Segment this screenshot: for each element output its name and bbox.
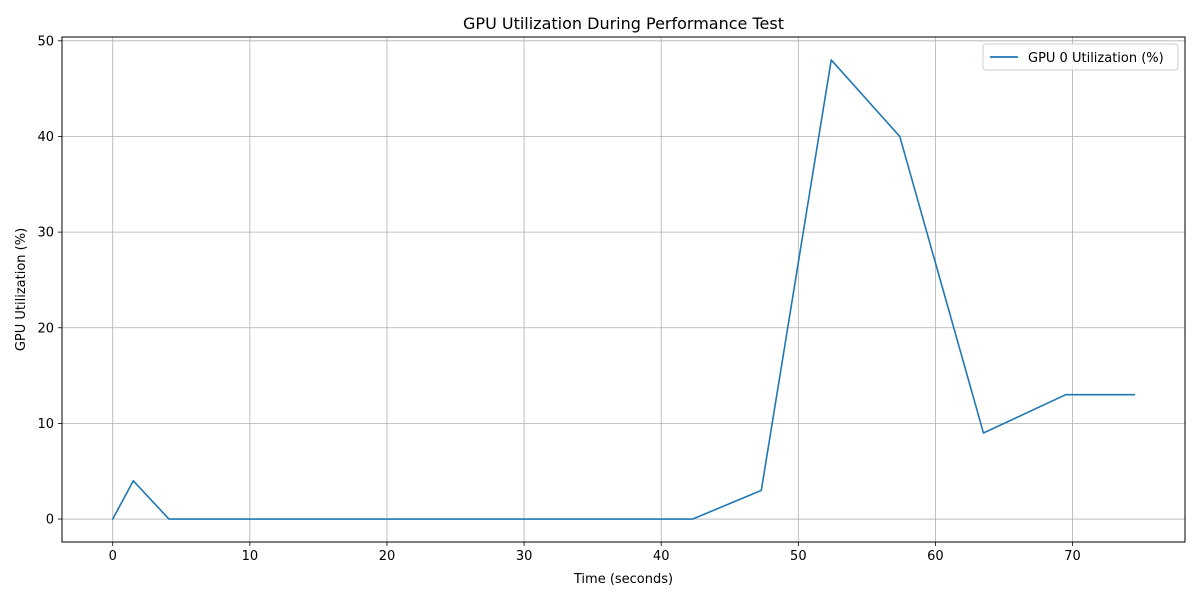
- legend-label: GPU 0 Utilization (%): [1028, 51, 1164, 66]
- x-tick-label: 0: [109, 549, 117, 564]
- x-tick-label: 50: [790, 549, 807, 564]
- series-layer: [111, 59, 1136, 521]
- chart-title: GPU Utilization During Performance Test: [463, 14, 784, 33]
- x-tick-label: 70: [1064, 549, 1081, 564]
- grid: [62, 37, 1185, 542]
- y-tick-label: 20: [37, 321, 54, 336]
- x-tick-label: 60: [927, 549, 944, 564]
- legend: GPU 0 Utilization (%): [982, 43, 1179, 71]
- y-tick-label: 30: [37, 226, 54, 241]
- legend-box: [982, 43, 1179, 71]
- y-axis-label: GPU Utilization (%): [14, 228, 29, 351]
- x-axis-label: Time (seconds): [573, 572, 673, 587]
- x-tick-label: 40: [653, 549, 670, 564]
- x-tick-label: 10: [242, 549, 259, 564]
- y-tick-label: 50: [37, 34, 54, 49]
- plot-area-frame: [61, 36, 1186, 543]
- series-line: [111, 59, 1136, 521]
- y-tick-label: 40: [37, 130, 54, 145]
- y-tick-label: 0: [46, 513, 54, 528]
- x-tick-label: 20: [379, 549, 396, 564]
- x-tick-label: 30: [516, 549, 533, 564]
- y-tick-label: 10: [37, 417, 54, 432]
- axis-ticks: 0 10 20 30 40 50 60 70 0 10 20 30 40 50: [37, 34, 1080, 564]
